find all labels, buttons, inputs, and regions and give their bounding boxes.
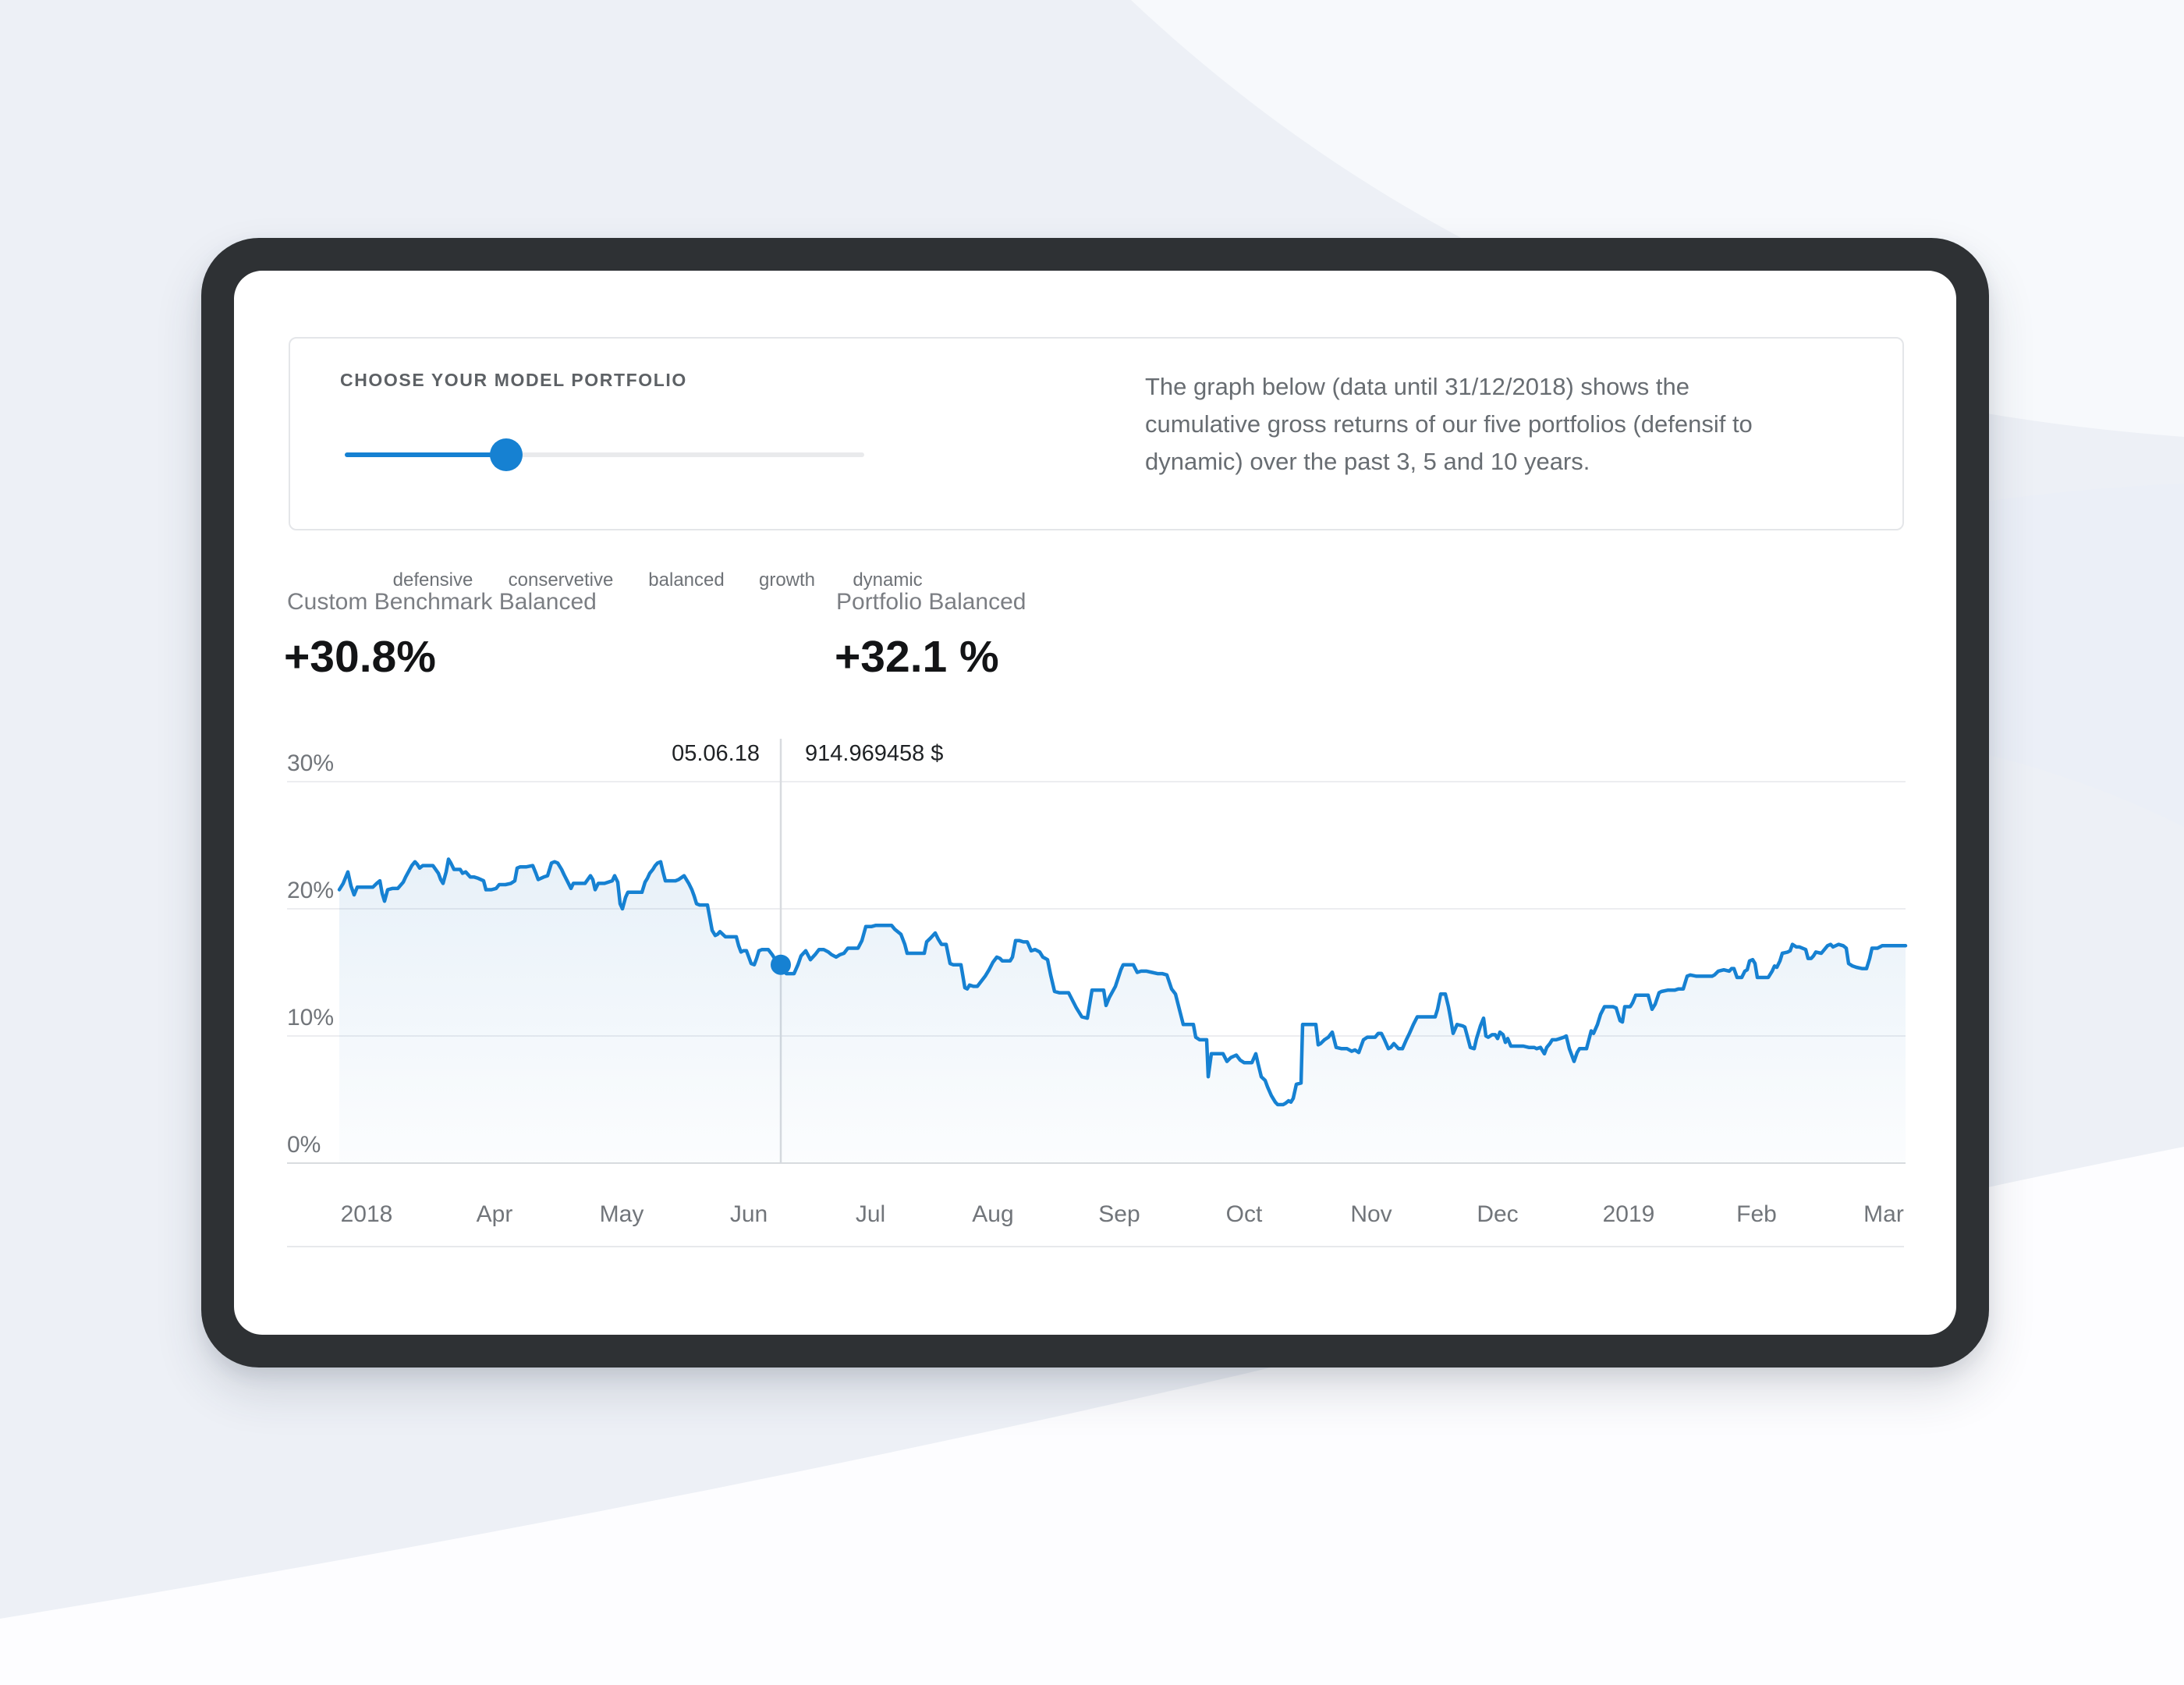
slider-label-dynamic[interactable]: dynamic	[853, 569, 923, 591]
x-tick-Apr: Apr	[477, 1201, 513, 1227]
x-tick-2019: 2019	[1603, 1201, 1655, 1227]
model-portfolio-card: CHOOSE YOUR MODEL PORTFOLIO defensive co…	[289, 337, 1904, 591]
x-tick-Nov: Nov	[1350, 1201, 1392, 1227]
portfolio-metric-label: Portfolio Balanced	[836, 589, 1026, 615]
slider-label-conservetive[interactable]: conservetive	[508, 569, 614, 591]
x-tick-May: May	[600, 1201, 644, 1227]
tablet-frame: CHOOSE YOUR MODEL PORTFOLIO defensive co…	[201, 238, 1989, 1368]
slider-label-growth[interactable]: growth	[758, 569, 816, 591]
returns-line-chart[interactable]: 30% 20% 10% 0% 05.06.18 914.969458 $ 2018 Apr Ma…	[265, 725, 1934, 1272]
portfolio-slider[interactable]: defensive conservetive balanced growth d…	[345, 438, 923, 591]
x-tick-2018: 2018	[341, 1201, 393, 1227]
x-tick-Jun: Jun	[730, 1201, 768, 1227]
x-tick-Jul: Jul	[856, 1201, 885, 1227]
crosshair-dot	[771, 954, 791, 975]
x-tick-Sep: Sep	[1098, 1201, 1140, 1227]
y-tick-20%: 20%	[287, 878, 334, 903]
slider-label-defensive[interactable]: defensive	[392, 569, 473, 591]
benchmark-metric-label: Custom Benchmark Balanced	[287, 589, 597, 615]
x-tick-Mar: Mar	[1863, 1201, 1904, 1227]
y-tick-0%: 0%	[287, 1132, 321, 1158]
x-tick-Dec: Dec	[1477, 1201, 1518, 1227]
slider-label-balanced[interactable]: balanced	[648, 569, 725, 591]
slider-thumb[interactable]	[490, 438, 523, 471]
x-tick-Aug: Aug	[972, 1201, 1013, 1227]
crosshair-date-label: 05.06.18	[672, 741, 760, 766]
series-area	[339, 859, 1906, 1163]
portfolio-metric-value: +32.1 %	[835, 632, 999, 682]
y-tick-30%: 30%	[287, 750, 334, 776]
series-line	[337, 857, 1908, 1107]
benchmark-metric-value: +30.8%	[284, 632, 436, 682]
slider-track[interactable]	[345, 452, 864, 457]
x-tick-Feb: Feb	[1736, 1201, 1777, 1227]
slider-labels: defensive conservetive balanced growth d…	[234, 569, 1672, 601]
crosshair-value-label: 914.969458 $	[805, 741, 943, 766]
y-tick-10%: 10%	[287, 1005, 334, 1031]
card-title: CHOOSE YOUR MODEL PORTFOLIO	[340, 370, 687, 390]
graph-description: The graph below (data until 31/12/2018) …	[1145, 373, 1753, 475]
app-screen: CHOOSE YOUR MODEL PORTFOLIO defensive co…	[234, 271, 1956, 1335]
slider-fill	[345, 452, 506, 457]
x-tick-Oct: Oct	[1226, 1201, 1263, 1227]
